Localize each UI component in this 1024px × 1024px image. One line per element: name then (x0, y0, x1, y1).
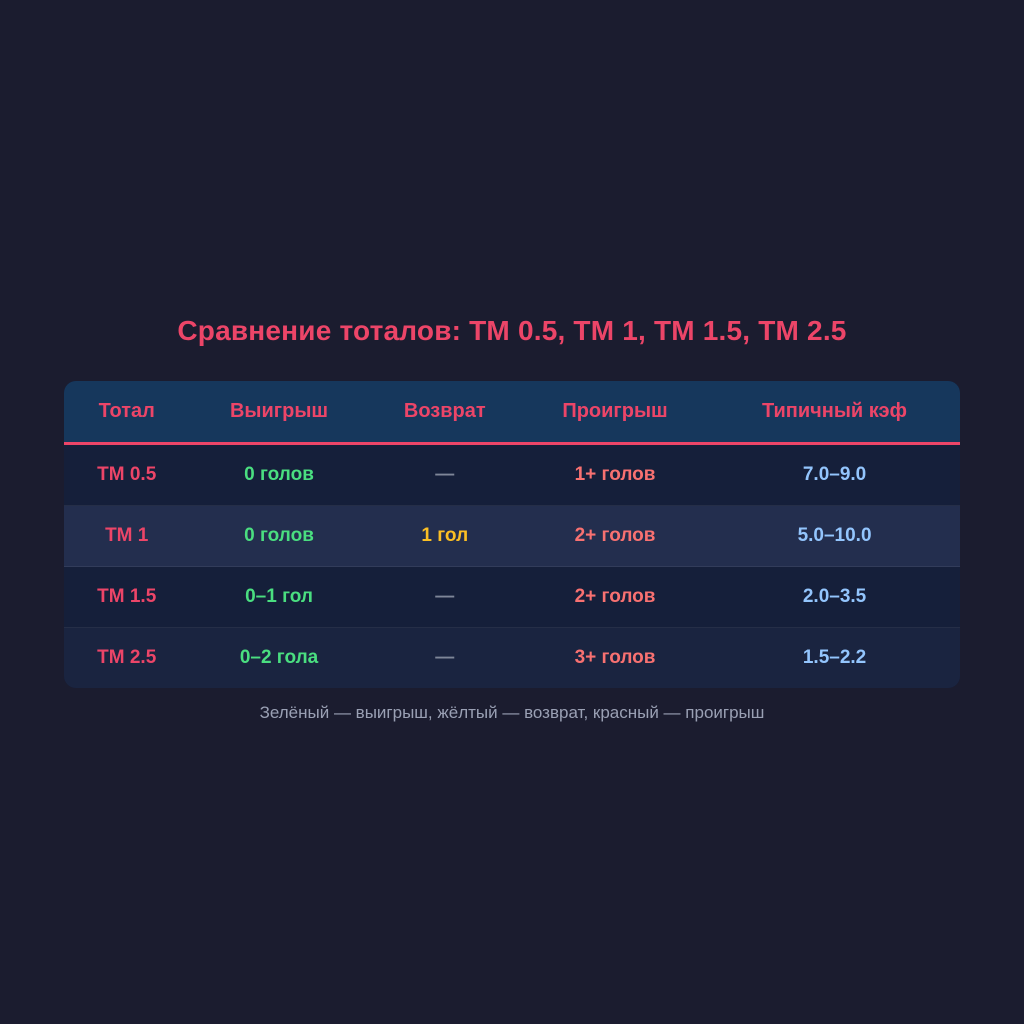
win-cell: 0–2 гола (189, 627, 369, 688)
table-header-row: Тотал Выигрыш Возврат Проигрыш Типичный … (64, 381, 960, 445)
table-row-tm25: ТМ 2.5 0–2 гола — 3+ голов 1.5–2.2 (64, 627, 960, 688)
odds-cell: 1.5–2.2 (709, 627, 960, 688)
return-cell: 1 гол (368, 505, 521, 567)
total-cell: ТМ 2.5 (64, 627, 190, 688)
win-cell: 0 голов (244, 464, 314, 485)
column-header-return: Возврат (368, 381, 521, 445)
total-cell: ТМ 0.5 (97, 464, 157, 485)
column-header-odds: Типичный кэф (709, 381, 960, 445)
win-cell: 0 голов (189, 505, 369, 567)
column-header-total: Тотал (64, 381, 190, 445)
lose-cell: 3+ голов (520, 627, 710, 688)
lose-cell: 2+ голов (520, 505, 710, 567)
page-title: Сравнение тоталов: ТМ 0.5, ТМ 1, ТМ 1.5,… (177, 315, 847, 346)
total-cell: ТМ 1.5 (64, 566, 190, 628)
total-cell: ТМ 1 (64, 505, 190, 567)
lose-cell: 2+ голов (520, 566, 710, 628)
table-row-tm1: ТМ 1 0 голов 1 гол 2+ голов 5.0–10.0 (64, 505, 960, 567)
column-header-win: Выигрыш (189, 381, 369, 445)
lose-cell: 1+ голов (574, 464, 656, 485)
table-row-tm05: ТМ 0.5 0 голов — 1+ голов 7.0–9.0 (64, 443, 960, 506)
table-row-tm15: ТМ 1.5 0–1 гол — 2+ голов 2.0–3.5 (64, 566, 960, 628)
return-cell: — (435, 464, 455, 485)
totals-comparison-table: Тотал Выигрыш Возврат Проигрыш Типичный … (64, 381, 960, 688)
return-cell: — (368, 627, 521, 688)
color-legend-note: Зелёный — выигрыш, жёлтый — возврат, кра… (259, 703, 765, 722)
win-cell: 0–1 гол (189, 566, 369, 628)
totals-table-card: Тотал Выигрыш Возврат Проигрыш Типичный … (64, 381, 960, 688)
return-cell: — (368, 566, 521, 628)
odds-cell: 7.0–9.0 (802, 464, 867, 485)
column-header-lose: Проигрыш (520, 381, 710, 445)
odds-cell: 2.0–3.5 (709, 566, 960, 628)
odds-cell: 5.0–10.0 (709, 505, 960, 567)
